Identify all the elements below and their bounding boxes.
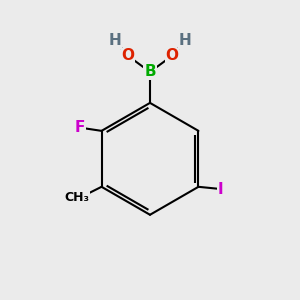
Text: I: I: [218, 182, 223, 196]
Text: F: F: [74, 120, 85, 135]
Text: H: H: [179, 33, 192, 48]
Text: H: H: [108, 33, 121, 48]
Text: O: O: [166, 48, 178, 63]
Text: B: B: [144, 64, 156, 80]
Text: CH₃: CH₃: [64, 191, 89, 204]
Text: O: O: [122, 48, 134, 63]
